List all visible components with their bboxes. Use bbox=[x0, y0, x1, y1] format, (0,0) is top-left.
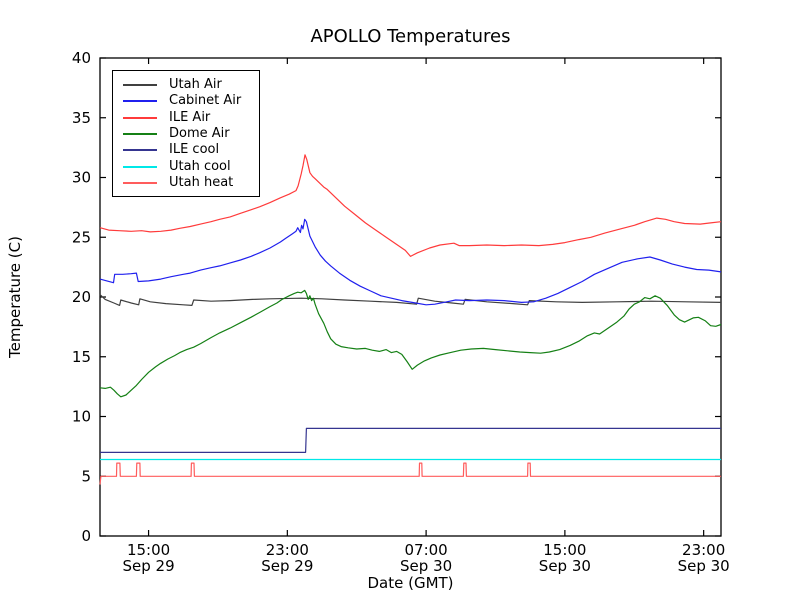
y-axis-label: Temperature (C) bbox=[6, 236, 24, 358]
y-tick-label: 0 bbox=[81, 527, 91, 545]
series-line-utah-air bbox=[99, 294, 722, 306]
y-tick-label: 20 bbox=[72, 288, 91, 306]
legend-item-ile-air: ILE Air bbox=[123, 110, 253, 126]
legend-label-utah-air: Utah Air bbox=[169, 77, 222, 93]
series-line-utah-heat bbox=[99, 462, 721, 485]
legend-item-utah-cool: Utah cool bbox=[123, 158, 253, 174]
legend-item-dome-air: Dome Air bbox=[123, 126, 253, 142]
y-tick-label: 15 bbox=[72, 348, 91, 366]
series-line-ile-cool bbox=[100, 427, 721, 453]
x-tick-date-label: Sep 30 bbox=[539, 557, 591, 575]
legend-line-swatch-dome-air bbox=[123, 133, 157, 136]
legend-label-dome-air: Dome Air bbox=[169, 126, 230, 142]
legend-line-swatch-ile-air bbox=[123, 116, 157, 119]
x-tick-date-label: Sep 30 bbox=[678, 557, 730, 575]
y-tick-label: 10 bbox=[72, 408, 91, 426]
y-tick-label: 5 bbox=[81, 467, 91, 485]
series-line-ile-air bbox=[99, 154, 722, 257]
legend-item-ile-cool: ILE cool bbox=[123, 142, 253, 158]
legend-line-swatch-utah-air bbox=[123, 84, 157, 87]
y-tick-label: 30 bbox=[72, 169, 91, 187]
legend-line-swatch-cabinet-air bbox=[123, 100, 157, 103]
legend: Utah Air Cabinet Air ILE Air Dome Air ILE co… bbox=[112, 70, 260, 198]
x-tick-time-label: 07:00 bbox=[404, 541, 447, 559]
series-line-dome-air bbox=[99, 289, 722, 398]
x-tick-time-label: 15:00 bbox=[127, 541, 170, 559]
legend-line-swatch-ile-cool bbox=[123, 149, 157, 152]
legend-label-ile-air: ILE Air bbox=[169, 109, 211, 125]
chart-title: APOLLO Temperatures bbox=[310, 26, 511, 47]
legend-label-utah-cool: Utah cool bbox=[169, 158, 231, 174]
legend-line-swatch-utah-heat bbox=[123, 181, 157, 184]
legend-item-utah-heat: Utah heat bbox=[123, 175, 253, 191]
legend-label-ile-cool: ILE cool bbox=[169, 142, 220, 158]
x-tick-date-label: Sep 29 bbox=[261, 557, 313, 575]
legend-item-utah-air: Utah Air bbox=[123, 77, 253, 93]
legend-item-cabinet-air: Cabinet Air bbox=[123, 93, 253, 109]
x-tick-date-label: Sep 30 bbox=[400, 557, 452, 575]
y-tick-label: 40 bbox=[72, 49, 91, 67]
legend-line-swatch-utah-cool bbox=[123, 165, 157, 168]
legend-label-utah-heat: Utah heat bbox=[169, 174, 234, 190]
y-tick-label: 25 bbox=[72, 228, 91, 246]
x-tick-time-label: 23:00 bbox=[266, 541, 309, 559]
y-tick-label: 35 bbox=[72, 109, 91, 127]
x-tick-time-label: 23:00 bbox=[682, 541, 725, 559]
x-tick-time-label: 15:00 bbox=[543, 541, 586, 559]
x-tick-date-label: Sep 29 bbox=[122, 557, 174, 575]
legend-label-cabinet-air: Cabinet Air bbox=[169, 93, 242, 109]
series-line-cabinet-air bbox=[99, 218, 722, 306]
x-axis-label: Date (GMT) bbox=[367, 574, 454, 592]
